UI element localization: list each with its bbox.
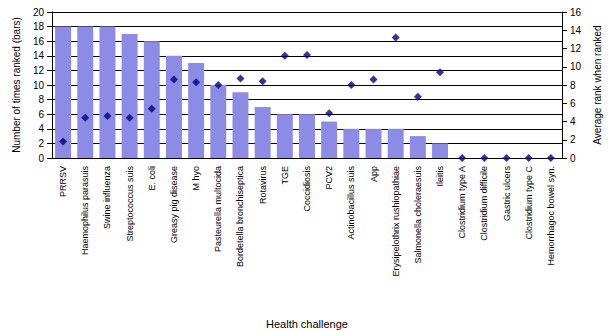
svg-text:Rotavirus: Rotavirus (258, 166, 268, 205)
svg-text:8: 8 (570, 80, 576, 91)
svg-text:Pasteurella multocida: Pasteurella multocida (213, 166, 223, 252)
svg-text:Actinobacillus suis: Actinobacillus suis (346, 166, 356, 240)
svg-text:Haemophilus parasuis: Haemophilus parasuis (80, 166, 90, 256)
svg-text:8: 8 (38, 94, 44, 105)
svg-text:0: 0 (38, 153, 44, 164)
svg-text:Salmonella choleraesuis: Salmonella choleraesuis (413, 166, 423, 264)
svg-text:16: 16 (33, 36, 45, 47)
svg-text:2: 2 (38, 138, 44, 149)
svg-text:Health challenge: Health challenge (266, 318, 348, 330)
svg-text:Clostridium type C: Clostridium type C (524, 166, 534, 240)
svg-text:E. coli: E. coli (147, 166, 157, 191)
svg-text:Greasy pig disease: Greasy pig disease (169, 166, 179, 243)
svg-text:6: 6 (570, 98, 576, 109)
svg-text:PRRSV: PRRSV (58, 166, 68, 197)
svg-text:6: 6 (38, 109, 44, 120)
svg-text:Ileitis: Ileitis (435, 166, 445, 187)
svg-text:Number of times ranked (bars): Number of times ranked (bars) (11, 17, 22, 153)
svg-text:Clostridium difficile: Clostridium difficile (479, 166, 489, 241)
svg-text:12: 12 (33, 65, 45, 76)
svg-text:12: 12 (570, 43, 582, 54)
svg-text:20: 20 (33, 7, 45, 18)
svg-text:10: 10 (33, 80, 45, 91)
svg-text:16: 16 (570, 7, 582, 18)
svg-text:Gastric ulcers: Gastric ulcers (502, 166, 512, 222)
svg-text:4: 4 (570, 116, 576, 127)
svg-text:18: 18 (33, 21, 45, 32)
svg-text:TGE: TGE (280, 166, 290, 185)
svg-text:PCV2: PCV2 (324, 166, 334, 190)
svg-text:2: 2 (570, 134, 576, 145)
svg-text:Clostridium type A: Clostridium type A (457, 166, 467, 239)
svg-text:Average rank when ranked: Average rank when ranked (592, 25, 603, 144)
svg-text:M hyo: M hyo (191, 166, 201, 191)
svg-text:14: 14 (570, 25, 582, 36)
svg-text:Streptococcus suis: Streptococcus suis (125, 166, 135, 242)
svg-text:0: 0 (570, 153, 576, 164)
svg-text:Coccidiosis: Coccidiosis (302, 166, 312, 212)
svg-text:14: 14 (33, 50, 45, 61)
svg-text:Bordetella bronchiseptica: Bordetella bronchiseptica (235, 166, 245, 267)
svg-text:10: 10 (570, 61, 582, 72)
svg-text:App: App (369, 166, 379, 182)
svg-text:4: 4 (38, 123, 44, 134)
svg-text:Swine influenza: Swine influenza (102, 166, 112, 229)
svg-text:Hemorrhagoc bowel syn.: Hemorrhagoc bowel syn. (546, 166, 556, 266)
svg-text:Erysipelothrix rushiopathiae: Erysipelothrix rushiopathiae (391, 166, 401, 277)
